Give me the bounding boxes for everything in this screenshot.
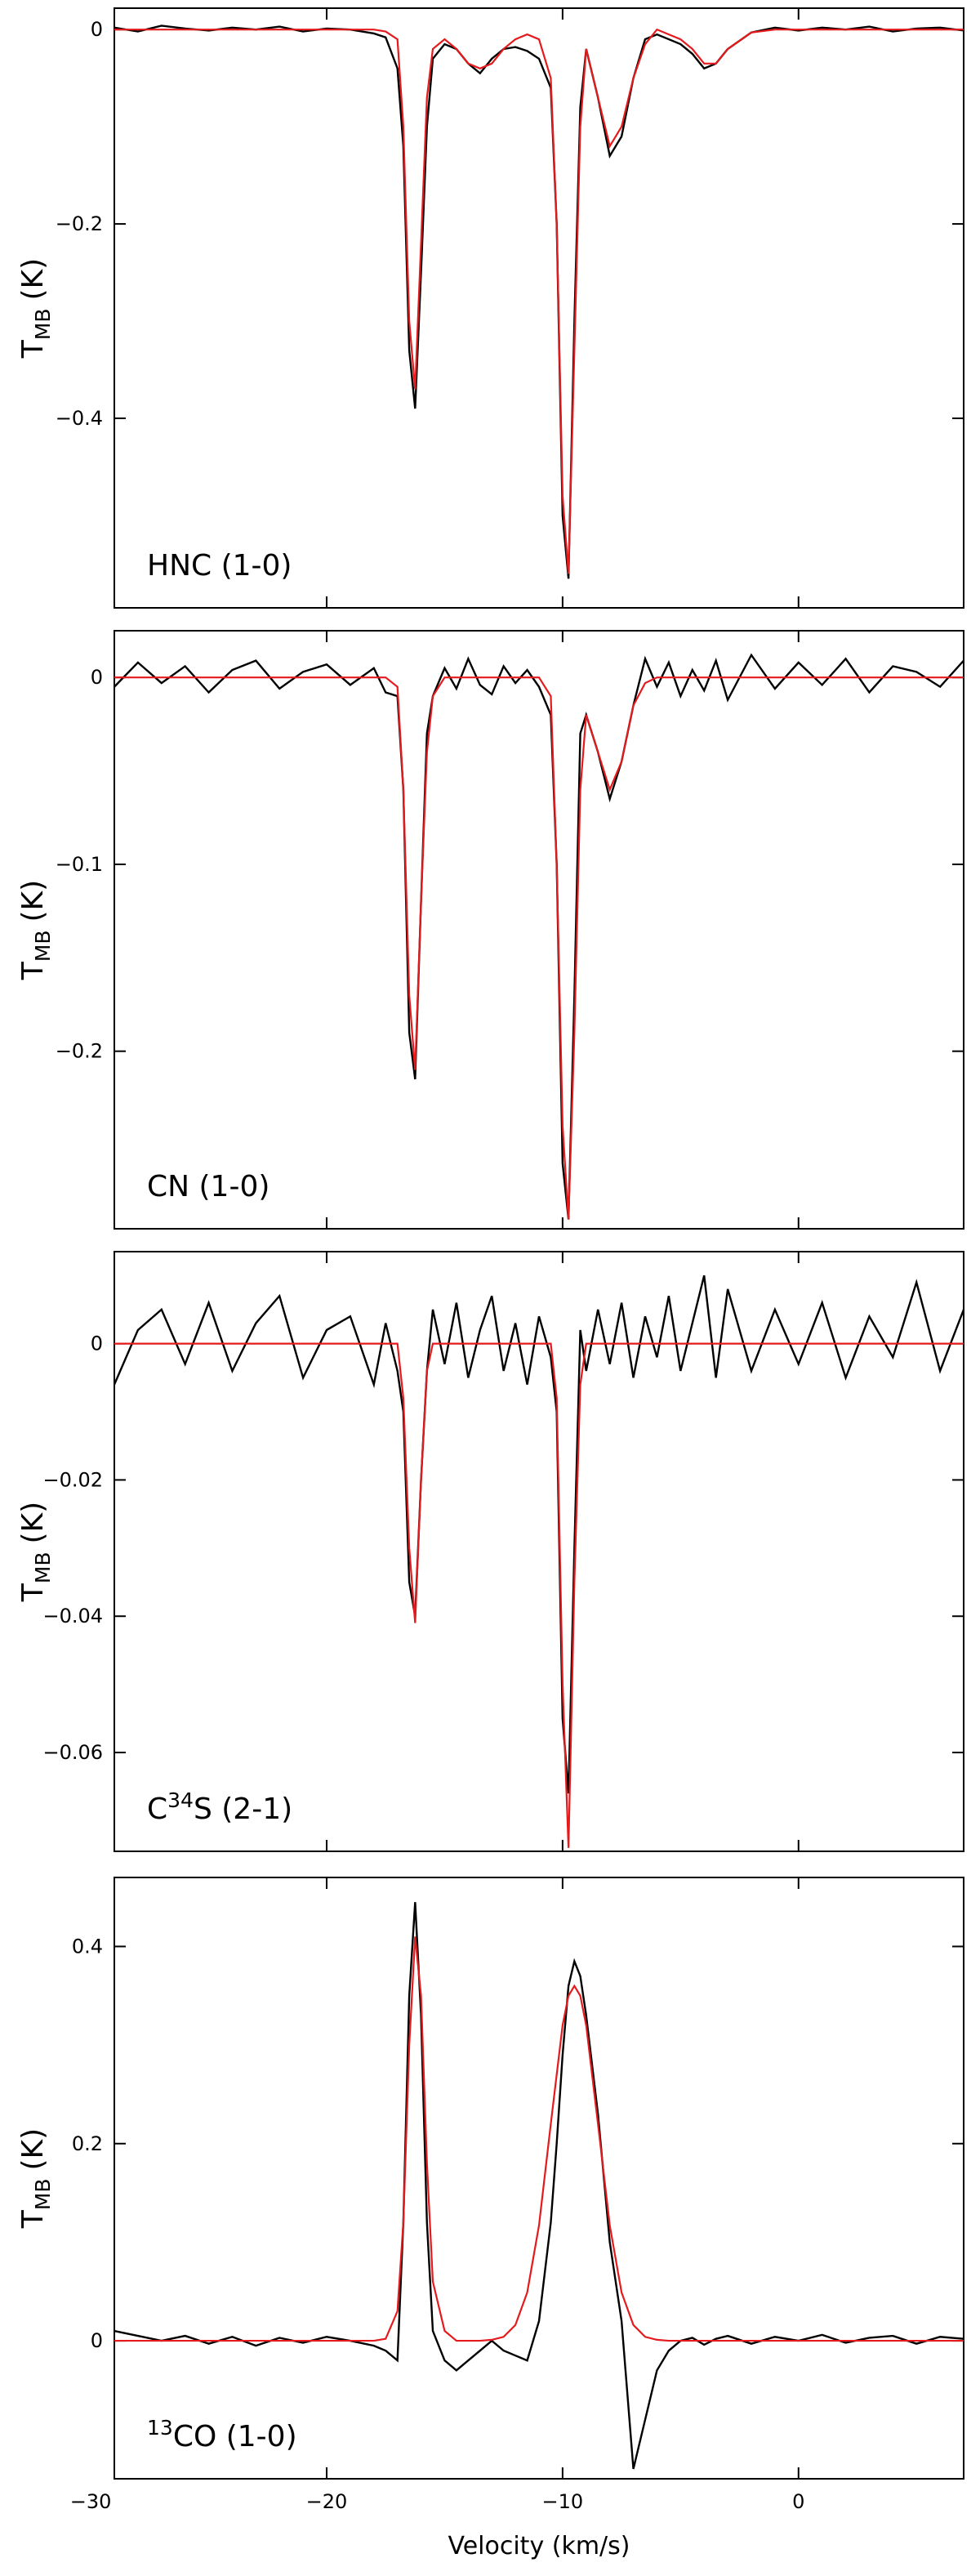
panel-label-part: HNC (1-0) <box>147 549 292 583</box>
spectrum <box>113 1275 965 1794</box>
panel-label-part: CN (1-0) <box>147 1170 270 1203</box>
panel: 0 −0.1 −0.2 TMB (K) CN (1-0) <box>16 630 964 1230</box>
y-tick-label: −0.4 <box>56 407 103 430</box>
y-tick-label: 0 <box>91 2329 103 2352</box>
y-axis-label: TMB (K) <box>16 880 55 980</box>
panel-label: C34S (2-1) <box>147 1788 292 1826</box>
panel-label-part: S (2-1) <box>194 1792 292 1826</box>
plot-frame <box>114 7 964 609</box>
x-tick-label: −10 <box>542 2490 584 2513</box>
y-label-main: T <box>16 961 50 980</box>
panel: 0 −0.02 −0.04 −0.06 TMB (K) C34S (2-1) <box>16 1251 965 1852</box>
y-tick-label: −0.02 <box>42 1468 103 1491</box>
x-tick-label: 0 <box>792 2490 804 2513</box>
y-label-main: T <box>16 2209 50 2229</box>
plot-frame <box>114 1251 964 1852</box>
fit-line <box>114 676 964 1220</box>
y-label-unit: (K) <box>16 2128 50 2171</box>
panel: 0 −0.2 −0.4 TMB (K) HNC (1-0) <box>16 7 964 609</box>
y-label-sub: MB <box>31 2178 55 2210</box>
y-axis-label: TMB (K) <box>16 2128 55 2229</box>
panel-label-part: CO (1-0) <box>173 2420 297 2453</box>
y-tick-label: 0 <box>91 18 103 41</box>
y-label-unit: (K) <box>16 880 50 922</box>
y-tick-label: −0.2 <box>56 212 103 235</box>
spectrum <box>114 25 964 579</box>
plot-frame <box>114 1877 964 2480</box>
y-label-sub: MB <box>31 308 55 340</box>
panel: 0 0.2 0.4 −30 −20 −10 0 TMB (K) 13CO (1-0) Velocit… <box>16 1877 964 2560</box>
x-axis-label: Velocity (km/s) <box>448 2532 630 2560</box>
y-label-unit: (K) <box>16 1502 50 1544</box>
y-tick-label: 0 <box>91 666 103 689</box>
y-axis-label: TMB (K) <box>16 258 55 359</box>
y-tick-label: −0.1 <box>56 853 103 876</box>
fit-line <box>114 1342 964 1848</box>
x-tick-label: −30 <box>70 2490 112 2513</box>
y-label-unit: (K) <box>16 258 50 301</box>
y-tick-label: −0.2 <box>56 1040 103 1063</box>
spectrum <box>114 653 964 1220</box>
y-tick-label: −0.06 <box>42 1741 103 1764</box>
y-label-main: T <box>16 339 50 359</box>
panel-label-part: 34 <box>167 1788 194 1812</box>
fit-line <box>114 1936 964 2342</box>
panel-label-part: 13 <box>147 2416 173 2440</box>
spectrum <box>114 1902 964 2470</box>
y-tick-label: 0.2 <box>72 2132 103 2155</box>
fit-line <box>114 28 964 574</box>
y-label-sub: MB <box>31 1551 55 1583</box>
y-tick-label: −0.04 <box>42 1605 103 1627</box>
panel-label: CN (1-0) <box>147 1170 270 1203</box>
panel-label-part: C <box>147 1792 167 1826</box>
panel-label: HNC (1-0) <box>147 549 292 583</box>
y-tick-label: 0.4 <box>72 1935 103 1958</box>
x-tick-label: −20 <box>306 2490 348 2513</box>
y-axis-label: TMB (K) <box>16 1502 55 1602</box>
y-label-main: T <box>16 1583 50 1602</box>
panel-label: 13CO (1-0) <box>147 2416 297 2453</box>
plot-frame <box>114 630 964 1230</box>
y-label-sub: MB <box>31 930 55 962</box>
y-tick-label: 0 <box>91 1333 103 1355</box>
